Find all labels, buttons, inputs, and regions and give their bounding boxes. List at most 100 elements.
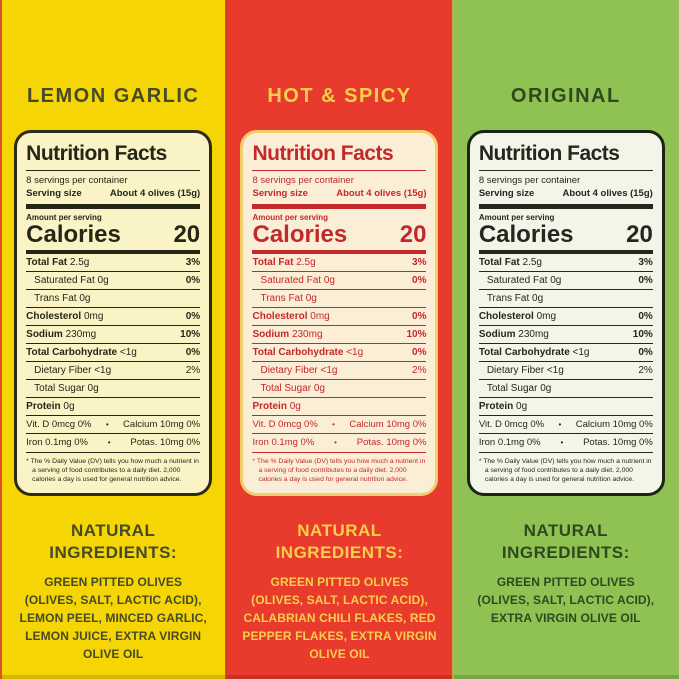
nutrient-row-saturated-fat: Saturated Fat 0g 0% (252, 272, 427, 291)
calories-row: Calories 20 (479, 223, 653, 247)
panel-original: ORIGINAL Nutrition Facts 8 servings per … (452, 0, 679, 679)
amount-per-serving: Amount per serving (26, 213, 102, 223)
nutrient-row-total-carbohydrate: Total Carbohydrate <1g 0% (252, 344, 427, 363)
serving-size-label: Serving size (252, 188, 308, 200)
bullet-separator: • (334, 438, 337, 448)
daily-value-footnote: * The % Daily Value (DV) tells you how m… (478, 457, 652, 484)
medium-bar (252, 250, 427, 255)
nutrient-row-sodium: Sodium 230mg 10% (252, 326, 427, 345)
nutrition-facts-title: Nutrition Facts (478, 142, 620, 165)
bullet-separator: • (105, 420, 109, 430)
nutrient-row-sodium: Sodium 230mg 10% (26, 326, 201, 345)
nutrient-row-total-carbohydrate: Total Carbohydrate <1g 0% (478, 344, 653, 363)
nutrient-row-total-fat: Total Fat 2.5g 3% (252, 254, 427, 273)
medium-bar (478, 250, 653, 255)
nutrition-facts-title: Nutrition Facts (252, 142, 394, 165)
nutrient-row-protein: Protein 0g (252, 398, 427, 417)
nutrient-row-total-sugar: Total Sugar 0g (26, 380, 201, 399)
vitamin-row-1: Vit. D 0mcg 0% • Calcium 10mg 0% (478, 416, 653, 435)
nutrient-row-dietary-fiber: Dietary Fiber <1g 2% (252, 362, 427, 381)
ingredients-heading: NATURAL INGREDIENTS: (275, 521, 404, 563)
panel-hot-spicy: HOT & SPICY Nutrition Facts 8 servings p… (226, 0, 453, 679)
rule (478, 170, 653, 172)
amount-per-serving: Amount per serving (478, 213, 555, 223)
serving-size-label: Serving size (26, 188, 82, 200)
vitamin-row-1: Vit. D 0mcg 0% • Calcium 10mg 0% (252, 416, 427, 435)
serving-size-label: Serving size (478, 188, 535, 200)
calories-value: 20 (626, 221, 653, 249)
calories-row: Calories 20 (26, 223, 200, 247)
nutrient-row-total-carbohydrate: Total Carbohydrate <1g 0% (26, 344, 201, 363)
nutrient-row-protein: Protein 0g (478, 398, 653, 417)
nutrient-row-protein: Protein 0g (26, 398, 201, 417)
vitamin-row-2: Iron 0.1mg 0% • Potas. 10mg 0% (478, 434, 653, 453)
amount-per-serving: Amount per serving (252, 213, 329, 223)
nutrient-row-total-sugar: Total Sugar 0g (478, 380, 653, 399)
daily-value-footnote: * The % Daily Value (DV) tells you how m… (252, 457, 426, 484)
ingredients-heading: NATURAL INGREDIENTS: (49, 521, 178, 563)
flavor-title: LEMON GARLIC (26, 85, 200, 107)
calories-label: Calories (478, 221, 574, 249)
bullet-separator: • (558, 420, 562, 430)
nutrient-row-sodium: Sodium 230mg 10% (478, 326, 653, 345)
nutrient-row-total-sugar: Total Sugar 0g (252, 380, 427, 399)
nutrient-row-trans-fat: Trans Fat 0g (478, 290, 653, 309)
panel-lemon-garlic: LEMON GARLIC Nutrition Facts 8 servings … (0, 0, 227, 679)
serving-size-row: Serving size About 4 olives (15g) (252, 188, 426, 199)
nutrient-row-dietary-fiber: Dietary Fiber <1g 2% (26, 362, 201, 381)
ingredients-list: GREEN PITTED OLIVES (OLIVES, SALT, LACTI… (19, 574, 207, 661)
flavor-title: ORIGINAL (510, 85, 621, 107)
panel-divider-2 (451, 0, 454, 679)
nutrient-row-cholesterol: Cholesterol 0mg 0% (478, 308, 653, 327)
panel-divider-1 (225, 0, 228, 679)
nutrient-row-trans-fat: Trans Fat 0g (252, 290, 427, 309)
nutrition-facts-card: Nutrition Facts 8 servings per container… (14, 130, 213, 497)
thick-bar (26, 204, 201, 210)
thick-bar (252, 204, 427, 210)
ingredients-heading: NATURAL INGREDIENTS: (501, 521, 630, 563)
nutrient-row-saturated-fat: Saturated Fat 0g 0% (478, 272, 653, 291)
ingredients-section: NATURAL INGREDIENTS: GREEN PITTED OLIVES… (453, 520, 679, 626)
serving-size-value: About 4 olives (15g) (109, 188, 201, 200)
nutrition-facts-title: Nutrition Facts (26, 142, 167, 165)
calories-value: 20 (173, 221, 201, 249)
servings-per-container: 8 servings per container (26, 175, 128, 187)
nutrient-row-cholesterol: Cholesterol 0mg 0% (252, 308, 427, 327)
nutrient-row-saturated-fat: Saturated Fat 0g 0% (26, 272, 201, 291)
nutrient-row-total-fat: Total Fat 2.5g 3% (478, 254, 653, 273)
calories-value: 20 (399, 221, 427, 249)
medium-bar (26, 250, 201, 255)
ingredients-section: NATURAL INGREDIENTS: GREEN PITTED OLIVES… (0, 520, 226, 662)
vitamin-row-2: Iron 0.1mg 0% • Potas. 10mg 0% (26, 434, 201, 453)
servings-per-container: 8 servings per container (252, 175, 354, 187)
ingredients-list: GREEN PITTED OLIVES (OLIVES, SALT, LACTI… (242, 574, 437, 661)
nutrient-row-total-fat: Total Fat 2.5g 3% (26, 254, 201, 273)
calories-row: Calories 20 (252, 223, 426, 247)
ingredients-list: GREEN PITTED OLIVES (OLIVES, SALT, LACTI… (477, 574, 655, 625)
nutrient-row-cholesterol: Cholesterol 0mg 0% (26, 308, 201, 327)
servings-per-container: 8 servings per container (478, 175, 581, 187)
serving-size-value: About 4 olives (15g) (562, 188, 653, 200)
vitamin-row-2: Iron 0.1mg 0% • Potas. 10mg 0% (252, 434, 427, 453)
serving-size-value: About 4 olives (15g) (336, 188, 427, 200)
bullet-separator: • (332, 420, 335, 430)
serving-size-row: Serving size About 4 olives (15g) (479, 188, 653, 199)
calories-label: Calories (252, 221, 348, 249)
serving-size-row: Serving size About 4 olives (15g) (26, 188, 200, 199)
left-edge-strip (0, 0, 2, 679)
bullet-separator: • (107, 438, 111, 448)
nutrition-facts-card: Nutrition Facts 8 servings per container… (466, 130, 665, 497)
vitamin-row-1: Vit. D 0mcg 0% • Calcium 10mg 0% (26, 416, 201, 435)
ingredients-section: NATURAL INGREDIENTS: GREEN PITTED OLIVES… (226, 520, 452, 662)
nutrition-facts-card: Nutrition Facts 8 servings per container… (240, 130, 439, 497)
rule (252, 170, 427, 172)
nutrient-row-dietary-fiber: Dietary Fiber <1g 2% (478, 362, 653, 381)
bullet-separator: • (560, 438, 564, 448)
calories-label: Calories (26, 221, 121, 249)
nutrient-row-trans-fat: Trans Fat 0g (26, 290, 201, 309)
daily-value-footnote: * The % Daily Value (DV) tells you how m… (26, 457, 199, 484)
thick-bar (478, 204, 653, 210)
rule (26, 170, 201, 172)
flavor-title: HOT & SPICY (267, 85, 412, 107)
